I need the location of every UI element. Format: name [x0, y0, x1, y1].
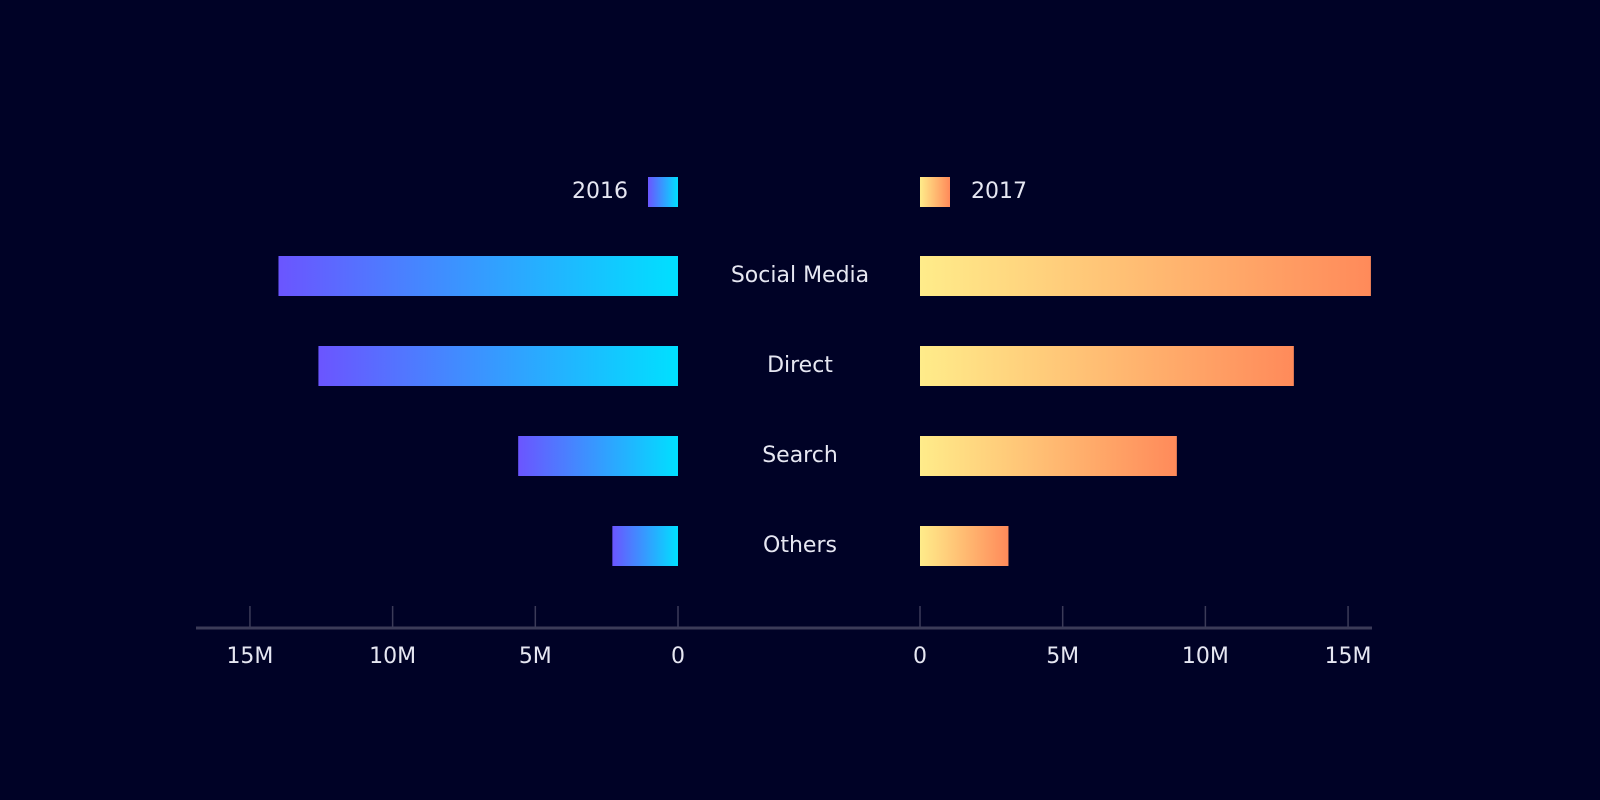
category-label: Social Media [731, 263, 869, 288]
bar [278, 256, 678, 296]
bar [920, 256, 1371, 296]
bar [518, 436, 678, 476]
category-label: Direct [767, 353, 833, 378]
bar [318, 346, 678, 386]
legend-label: 2017 [971, 179, 1027, 204]
bar [920, 526, 1009, 566]
x-tick-label: 0 [913, 644, 927, 669]
x-tick-label: 10M [369, 644, 416, 669]
x-tick-label: 15M [1325, 644, 1372, 669]
x-tick-label: 5M [519, 644, 552, 669]
legend-swatch [648, 177, 678, 207]
x-tick-label: 0 [671, 644, 685, 669]
legend-label: 2016 [572, 179, 628, 204]
legend-swatch [920, 177, 950, 207]
bar [920, 346, 1294, 386]
category-label: Search [762, 443, 838, 468]
x-tick-label: 5M [1046, 644, 1079, 669]
bar [920, 436, 1177, 476]
x-tick-label: 15M [226, 644, 273, 669]
x-tick-label: 10M [1182, 644, 1229, 669]
category-label: Others [763, 533, 837, 558]
bar [612, 526, 678, 566]
